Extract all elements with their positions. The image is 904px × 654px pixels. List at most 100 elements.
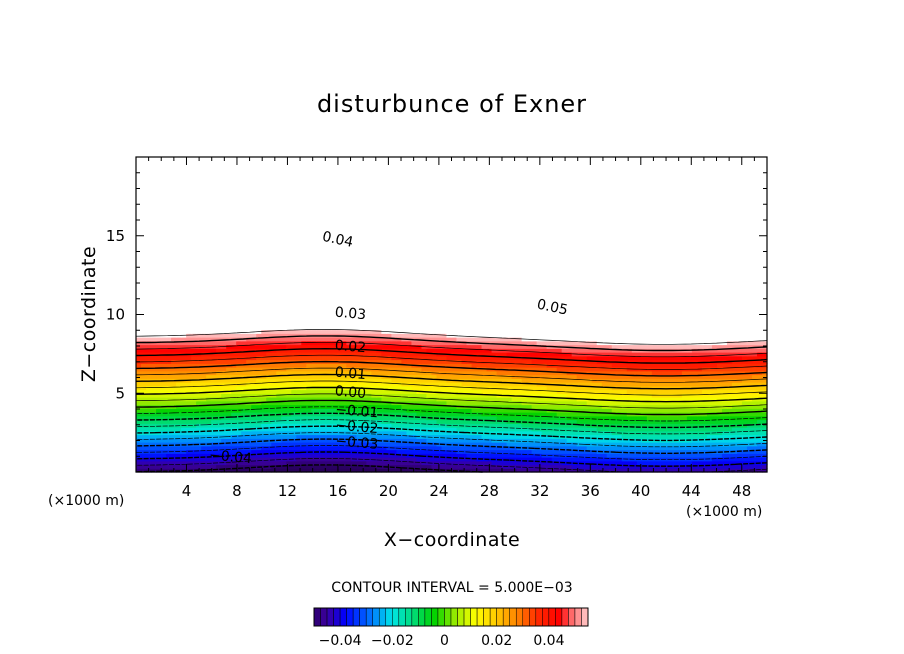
contour-cell bbox=[331, 329, 337, 334]
contour-cell bbox=[376, 415, 382, 421]
contour-cell bbox=[376, 404, 382, 409]
contour-cell bbox=[561, 359, 568, 364]
contour-cell bbox=[541, 352, 548, 357]
contour-cell bbox=[561, 453, 568, 458]
contour-cell bbox=[666, 355, 673, 361]
contour-cell bbox=[356, 370, 362, 376]
contour-cell bbox=[491, 423, 498, 428]
contour-cell bbox=[341, 434, 347, 439]
contour-cell bbox=[226, 423, 232, 428]
contour-cell bbox=[256, 397, 262, 402]
contour-cell bbox=[361, 389, 367, 394]
contour-cell bbox=[541, 464, 548, 469]
contour-cell bbox=[671, 385, 678, 391]
contour-cell bbox=[691, 464, 698, 469]
contour-cell bbox=[166, 419, 172, 424]
contour-cell bbox=[576, 329, 583, 334]
contour-cell bbox=[736, 430, 743, 436]
contour-cell bbox=[756, 374, 763, 379]
contour-cell bbox=[481, 412, 488, 417]
contour-cell bbox=[456, 438, 463, 443]
contour-cell bbox=[586, 438, 593, 443]
contour-cell bbox=[711, 382, 718, 387]
contour-cell bbox=[416, 355, 423, 361]
contour-cell bbox=[696, 359, 703, 364]
contour-cell bbox=[646, 397, 653, 402]
contour-cell bbox=[136, 427, 142, 432]
contour-cell bbox=[326, 464, 332, 469]
contour-cell bbox=[336, 355, 342, 361]
contour-cell bbox=[216, 329, 222, 334]
contour-cell bbox=[556, 348, 563, 353]
contour-cell bbox=[516, 457, 523, 462]
contour-cell bbox=[161, 370, 167, 376]
contour-cell bbox=[381, 427, 387, 432]
contour-cell bbox=[146, 370, 152, 376]
contour-cell bbox=[641, 442, 648, 447]
contour-cell bbox=[726, 348, 733, 353]
contour-cell bbox=[456, 453, 463, 458]
contour-cell bbox=[701, 419, 708, 424]
contour-cell bbox=[446, 453, 453, 458]
contour-cell bbox=[426, 378, 433, 383]
contour-cell bbox=[496, 404, 503, 409]
contour-cell bbox=[586, 359, 593, 364]
contour-cell bbox=[151, 355, 157, 361]
contour-cell bbox=[556, 337, 563, 342]
contour-cell bbox=[576, 464, 583, 469]
contour-cell bbox=[176, 348, 182, 353]
contour-cell bbox=[691, 337, 698, 342]
contour-cell bbox=[226, 460, 232, 466]
contour-cell bbox=[686, 352, 693, 357]
contour-cell bbox=[581, 355, 588, 361]
contour-cell bbox=[246, 393, 252, 398]
contour-cell bbox=[261, 340, 267, 346]
contour-cell bbox=[176, 419, 182, 424]
contour-cell bbox=[551, 415, 558, 421]
contour-cell bbox=[136, 393, 142, 398]
contour-cell bbox=[741, 374, 748, 379]
contour-cell bbox=[321, 427, 327, 432]
contour-cell bbox=[626, 389, 633, 394]
contour-cell bbox=[541, 442, 548, 447]
contour-cell bbox=[746, 438, 753, 443]
contour-cell bbox=[591, 412, 598, 417]
contour-cell bbox=[156, 325, 162, 331]
contour-cell bbox=[676, 427, 683, 432]
contour-cell bbox=[391, 344, 398, 349]
contour-cell bbox=[261, 382, 267, 387]
contour-cell bbox=[276, 359, 282, 364]
contour-cell bbox=[651, 325, 658, 331]
contour-cell bbox=[611, 348, 618, 353]
contour-cell bbox=[361, 427, 367, 432]
contour-cell bbox=[726, 415, 733, 421]
contour-cell bbox=[541, 400, 548, 406]
contour-cell bbox=[301, 415, 307, 421]
contour-cell bbox=[401, 389, 408, 394]
contour-cell bbox=[176, 427, 182, 432]
contour-cell bbox=[371, 468, 377, 473]
contour-cell bbox=[221, 445, 227, 451]
contour-cell bbox=[156, 370, 162, 376]
contour-cell bbox=[216, 457, 222, 462]
contour-cell bbox=[756, 355, 763, 361]
contour-cell bbox=[311, 457, 317, 462]
contour-cell bbox=[441, 348, 448, 353]
contour-cell bbox=[356, 378, 362, 383]
contour-cell bbox=[426, 359, 433, 364]
contour-cell bbox=[736, 329, 743, 334]
contour-cell bbox=[596, 412, 603, 417]
contour-cell bbox=[671, 337, 678, 342]
contour-cell bbox=[656, 389, 663, 394]
contour-cell bbox=[726, 419, 733, 424]
contour-cell bbox=[446, 337, 453, 342]
contour-cell bbox=[556, 385, 563, 391]
contour-cell bbox=[516, 389, 523, 394]
contour-cell bbox=[316, 457, 322, 462]
contour-cell bbox=[301, 340, 307, 346]
contour-cell bbox=[336, 325, 342, 331]
contour-cell bbox=[161, 423, 167, 428]
contour-cell bbox=[281, 382, 287, 387]
contour-cell bbox=[216, 442, 222, 447]
contour-cell bbox=[241, 393, 247, 398]
